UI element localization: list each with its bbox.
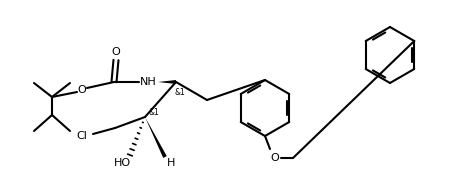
Text: HO: HO (113, 158, 130, 168)
Text: H: H (167, 158, 175, 168)
Text: &1: &1 (149, 108, 159, 117)
Text: O: O (78, 85, 86, 95)
Text: O: O (271, 153, 280, 163)
Text: &1: &1 (174, 88, 185, 96)
Polygon shape (145, 117, 167, 158)
Polygon shape (158, 80, 176, 84)
Text: NH: NH (140, 77, 157, 87)
Text: O: O (112, 47, 120, 57)
Text: Cl: Cl (77, 131, 87, 141)
